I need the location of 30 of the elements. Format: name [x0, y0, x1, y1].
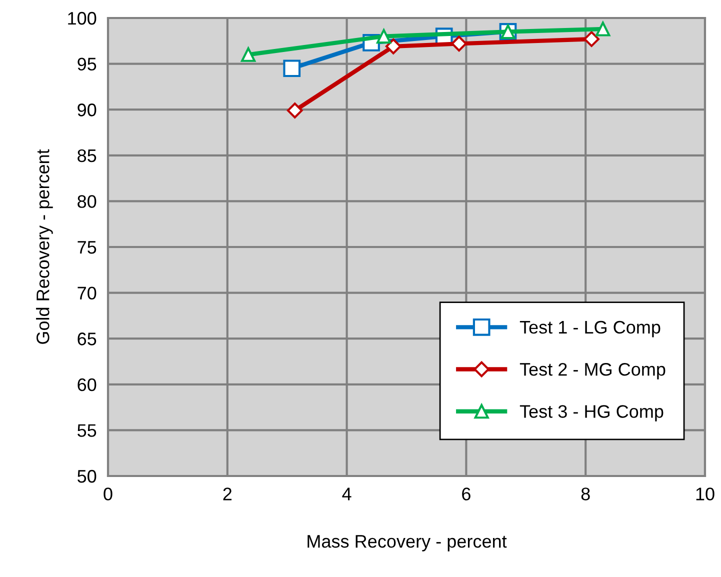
x-tick-label: 6 — [462, 488, 470, 500]
x-tick-label: 2 — [223, 488, 232, 500]
legend-label: Test 2 - MG Comp — [520, 362, 666, 380]
point — [596, 22, 610, 36]
point — [451, 36, 467, 52]
legend-label: Test 1 - LG Comp — [520, 320, 660, 338]
legend-label: Test 3 - HG Comp — [520, 405, 664, 422]
y-tick-label: 95 — [78, 58, 96, 71]
point — [584, 31, 600, 47]
point — [241, 47, 256, 62]
x-tick-label: 0 — [104, 488, 112, 500]
y-tick-label: 65 — [78, 332, 96, 346]
x-tick-label: 10 — [696, 488, 714, 500]
y-tick-label: 90 — [78, 104, 96, 116]
y-tick-label: 55 — [78, 424, 96, 437]
y-tick-label: 70 — [78, 286, 96, 300]
point — [286, 102, 303, 118]
y-tick-label: 100 — [68, 12, 96, 25]
point — [385, 38, 402, 54]
y-tick-label: 85 — [78, 149, 96, 162]
y-tick-label: 50 — [78, 470, 96, 483]
x-tick-label: 8 — [581, 488, 590, 500]
y-tick-label: 60 — [78, 378, 96, 392]
y-axis-title: Gold Recovery - percent — [36, 149, 53, 344]
point — [376, 29, 392, 44]
y-tick-label: 75 — [78, 241, 96, 254]
y-tick-label: 80 — [78, 195, 96, 208]
x-axis-title: Mass Recovery - percent — [308, 535, 507, 552]
x-tick-label: 4 — [342, 488, 352, 500]
point — [283, 60, 301, 78]
